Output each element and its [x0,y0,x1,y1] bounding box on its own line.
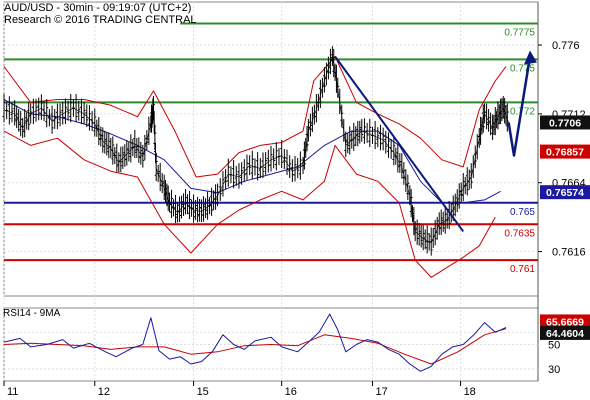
level-label: 0.772 [510,106,535,117]
rsi-line [3,313,507,372]
y-tick-label: 0.776 [552,40,580,52]
bollinger-lower-line [3,130,496,278]
rsi-badge-label: 64.4604 [546,328,584,340]
rsi-tick-label: 50 [548,340,560,352]
price-badge-label: 0.76857 [546,147,584,159]
level-label: 0.775 [510,63,535,74]
rsi-badge-label: 65.6669 [546,316,584,328]
forecast-arrow-head [523,50,537,65]
rsi-title: RSI14 - 9MA [3,308,61,319]
level-label: 0.761 [510,264,535,275]
price-badge-label: 0.7706 [549,117,581,129]
price-badge-label: 0.76574 [546,187,584,199]
chart-credit: Research © 2016 TRADING CENTRAL [4,14,197,26]
price-badge [540,185,590,200]
moving-average-line [3,99,501,204]
chart-title: AUD/USD - 30min - 09:19:07 (UTC+2) [4,2,192,14]
rsi-badge [540,314,590,329]
trendline [334,55,465,233]
level-label: 0.765 [510,207,535,218]
x-tick-label: 17 [375,386,387,398]
price-badge [540,115,590,130]
y-tick-label: 0.7616 [552,247,586,259]
x-tick-label: 15 [197,386,209,398]
x-tick-label: 18 [464,386,476,398]
x-tick-label: 16 [285,386,297,398]
forecast-arrow-path [507,56,532,157]
x-tick-label: 11 [7,386,18,398]
level-label: 0.7635 [504,228,535,239]
rsi-ma-line [3,328,507,365]
price-badge [540,144,590,159]
rsi-badge [540,325,590,340]
rsi-tick-label: 30 [548,364,560,376]
x-tick-label: 12 [98,386,110,398]
price-path-line [3,56,509,244]
level-label: 0.7775 [504,28,535,39]
